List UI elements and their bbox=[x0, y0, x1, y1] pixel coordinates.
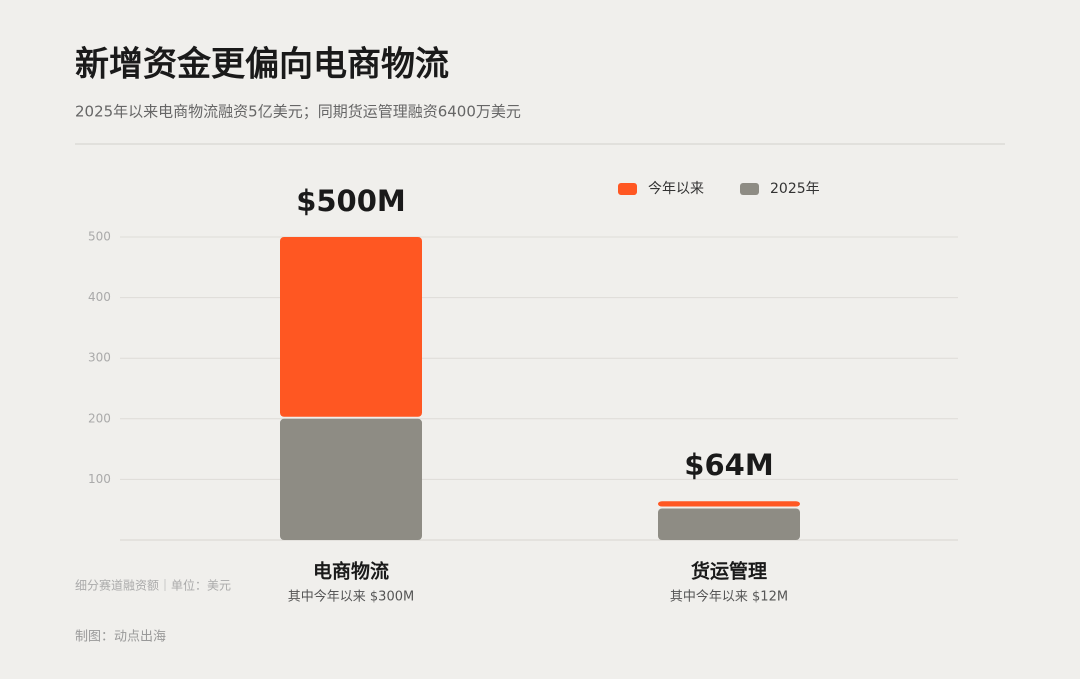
y-tick-label: 400 bbox=[88, 290, 111, 304]
bar-segment bbox=[658, 501, 800, 507]
legend-swatch bbox=[740, 183, 759, 195]
y-tick-label: 500 bbox=[88, 230, 111, 244]
total-label: $64M bbox=[684, 448, 773, 482]
legend-swatch bbox=[618, 183, 637, 195]
category-note: 其中今年以来 $300M bbox=[288, 589, 414, 605]
x-tick-label: 货运管理 bbox=[691, 560, 767, 583]
total-label: $500M bbox=[296, 184, 406, 218]
y-tick-label: 300 bbox=[88, 351, 111, 365]
credit: 制图：动点出海 bbox=[75, 630, 166, 645]
y-tick-label: 200 bbox=[88, 411, 111, 425]
bar-segment bbox=[658, 508, 800, 540]
footnote: 细分赛道融资额｜单位：美元 bbox=[75, 578, 231, 593]
bar-segment bbox=[280, 418, 422, 540]
chart-title: 新增资金更偏向电商物流 bbox=[75, 45, 449, 85]
bar-segment bbox=[280, 237, 422, 417]
legend-label: 2025年 bbox=[770, 181, 820, 197]
legend-label: 今年以来 bbox=[648, 181, 704, 197]
y-tick-label: 100 bbox=[88, 472, 111, 486]
subtitle: 2025年以来电商物流融资5亿美元；同期货运管理融资6400万美元 bbox=[75, 103, 521, 121]
category-note: 其中今年以来 $12M bbox=[670, 589, 788, 605]
x-tick-label: 电商物流 bbox=[313, 560, 389, 583]
